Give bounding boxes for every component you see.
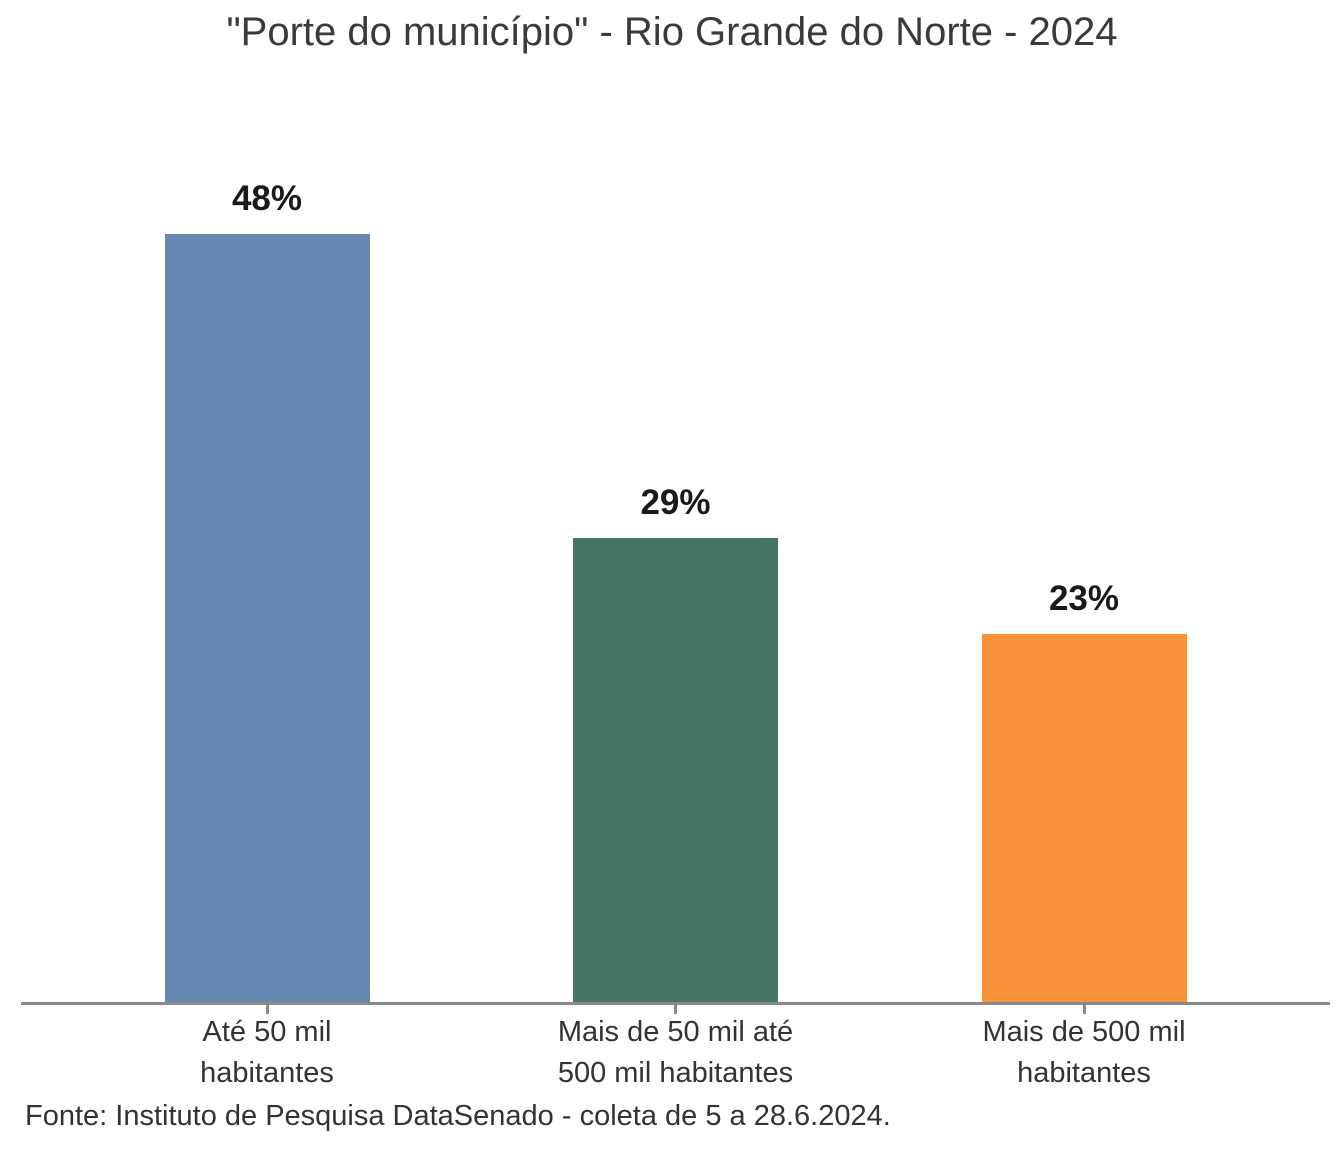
bar-value-label: 48% xyxy=(231,179,303,218)
bar-value-label: 23% xyxy=(1048,579,1120,618)
x-axis-tick xyxy=(674,1002,677,1014)
x-axis-tick xyxy=(265,1002,269,1014)
x-axis-tick xyxy=(1082,1002,1086,1014)
bar xyxy=(981,634,1187,1002)
bar-value-label: 29% xyxy=(640,483,711,522)
x-axis-label: Até 50 mil habitantes xyxy=(200,1016,334,1089)
x-axis-label: Mais de 500 mil habitantes xyxy=(982,1016,1186,1089)
chart-title: "Porte do município" - Rio Grande do Nor… xyxy=(226,10,1118,54)
bar xyxy=(164,234,370,1002)
x-axis-label: Mais de 50 mil até 500 mil habitantes xyxy=(557,1016,794,1089)
bar xyxy=(573,538,778,1002)
source-note: Fonte: Instituto de Pesquisa DataSenado … xyxy=(25,1100,891,1132)
